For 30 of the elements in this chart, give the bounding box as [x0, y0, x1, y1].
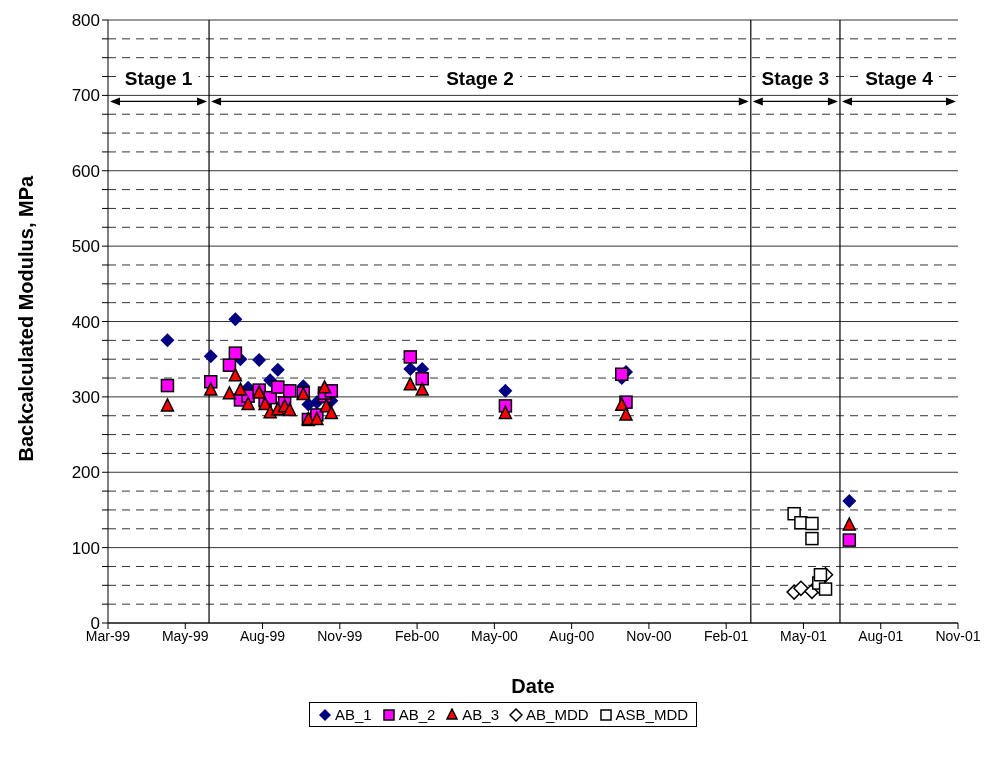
- y-tick-label: 300: [71, 387, 100, 407]
- y-tick-label: 200: [71, 463, 100, 483]
- x-axis-title: Date: [511, 675, 555, 697]
- y-tick-label: 700: [71, 86, 100, 106]
- y-tick-label: 100: [71, 538, 100, 558]
- legend-label: AB_MDD: [526, 706, 589, 723]
- x-tick-label: Aug-01: [858, 627, 904, 644]
- x-tick-label: May-01: [780, 627, 828, 644]
- legend-label: ASB_MDD: [615, 706, 689, 723]
- annotation: Stage 2: [446, 68, 514, 90]
- x-tick-label: Feb-01: [704, 627, 749, 644]
- annotation: Stage 4: [865, 68, 934, 90]
- annotation: Stage 1: [124, 68, 193, 90]
- x-tick-label: May-99: [161, 627, 209, 644]
- y-tick-label: 600: [71, 161, 100, 181]
- x-tick-label: Aug-00: [549, 627, 595, 644]
- x-tick-label: Nov-01: [935, 627, 981, 644]
- y-axis-title: Backcalculated Modulus, MPa: [15, 174, 38, 462]
- x-tick-label: Nov-00: [626, 627, 672, 644]
- x-tick-label: May-00: [471, 627, 518, 644]
- y-tick-label: 400: [71, 312, 100, 332]
- x-tick-label: Feb-00: [394, 627, 440, 644]
- legend-label: AB_1: [334, 706, 372, 723]
- x-tick-label: Nov-99: [317, 627, 363, 644]
- y-tick-label: 500: [71, 237, 100, 257]
- y-tick-label: 800: [71, 11, 100, 31]
- legend-label: AB_2: [398, 706, 436, 723]
- annotation: Stage 3: [761, 68, 830, 90]
- x-tick-label: Aug-99: [239, 627, 286, 644]
- legend-label: AB_3: [462, 706, 500, 723]
